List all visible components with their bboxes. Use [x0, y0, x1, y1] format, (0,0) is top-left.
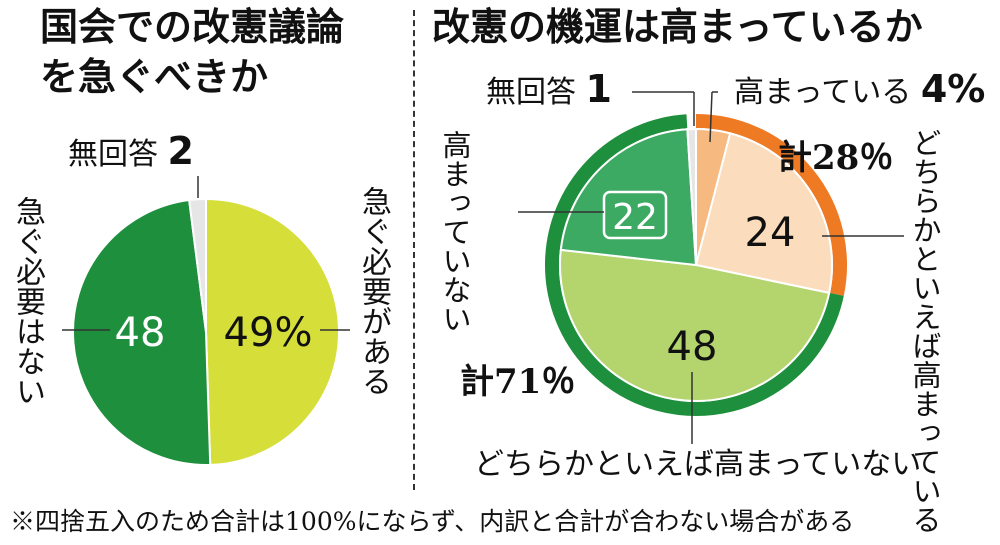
right-value-not-rising: 22	[612, 197, 658, 238]
left-no-answer-label: 無回答 2	[68, 129, 194, 173]
right-slice-no-answer	[686, 127, 697, 266]
right-pie-chart: 24 48 22	[545, 114, 847, 416]
right-slice-somewhat-not-rising	[559, 248, 831, 402]
right-value-not-rising-box	[602, 190, 668, 240]
left-label-no-need: 急ぐ必要はない	[10, 196, 45, 406]
total-rising-label: 計28％	[778, 138, 894, 178]
ring-rising	[695, 114, 847, 296]
total-not-rising-label: 計71％	[460, 362, 576, 402]
left-chart-title-line2: を急ぐべきか	[40, 55, 269, 99]
footnote: ※四捨五入のため合計は100%にならず、内訳と合計が合わない場合がある	[10, 507, 855, 536]
right-slice-somewhat-rising	[694, 132, 833, 295]
left-pie-chart: 49% 48	[72, 197, 340, 466]
left-label-need: 急ぐ必要がある	[356, 186, 391, 396]
left-chart-title-line1: 国会での改憲議論	[40, 5, 345, 49]
right-label-somewhat-not-rising: どちらかといえば高まっていない	[474, 447, 922, 482]
leader-lines	[62, 91, 904, 444]
right-value-somewhat-rising: 24	[745, 210, 796, 256]
left-value-no-need: 48	[115, 310, 166, 356]
left-slice-no-need	[72, 198, 212, 466]
ring-not-rising	[545, 114, 844, 416]
right-label-not-rising: 高まっていない	[438, 130, 472, 333]
left-slice-no-answer	[188, 197, 207, 333]
right-value-somewhat-not-rising: 48	[667, 324, 718, 370]
right-leader-line	[709, 91, 713, 143]
left-value-need: 49%	[224, 310, 313, 356]
right-rising-label: 高まっている 4%	[734, 67, 986, 111]
right-no-answer-label: 無回答 1	[486, 67, 612, 111]
right-chart-title: 改憲の機運は高まっているか	[432, 5, 923, 49]
right-label-somewhat-rising: どちらかといえば高まっている	[908, 128, 942, 534]
panel-divider	[413, 10, 415, 490]
